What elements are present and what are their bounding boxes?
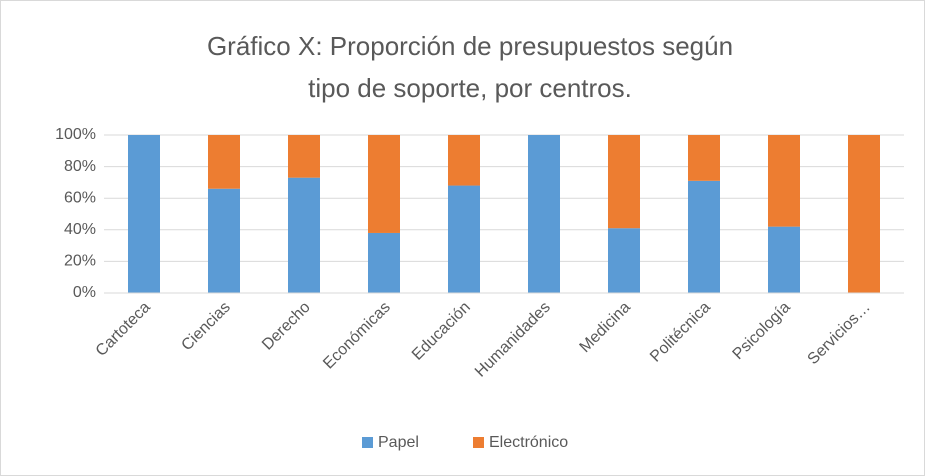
y-tick-label: 20% (64, 253, 96, 270)
y-tick-label: 60% (64, 189, 96, 206)
bar-segment (208, 188, 240, 293)
bar-segment (448, 185, 480, 293)
bar-segment (208, 135, 240, 189)
bar-segment (288, 135, 320, 178)
y-tick-label: 80% (64, 158, 96, 175)
bar-segment (368, 135, 400, 233)
bar-segment (368, 232, 400, 293)
bar-segment (288, 177, 320, 293)
y-tick-label: 40% (64, 221, 96, 238)
bar-segment (608, 228, 640, 293)
bar-segment (608, 135, 640, 229)
y-tick-label: 100% (55, 126, 96, 143)
legend-swatch (362, 437, 373, 448)
bar-segment (768, 226, 800, 293)
bar-segment (768, 135, 800, 227)
bar-segment (448, 135, 480, 186)
bar-segment (848, 135, 880, 293)
legend-label: Papel (378, 434, 419, 451)
chart-title: tipo de soporte, por centros. (308, 73, 632, 103)
chart-title: Gráfico X: Proporción de presupuestos se… (207, 31, 733, 61)
bar-segment (688, 180, 720, 293)
y-tick-label: 0% (73, 284, 96, 301)
bar-segment (528, 135, 560, 293)
legend-label: Electrónico (489, 434, 568, 451)
bar-segment (128, 135, 160, 293)
legend-swatch (473, 437, 484, 448)
bar-segment (688, 135, 720, 181)
